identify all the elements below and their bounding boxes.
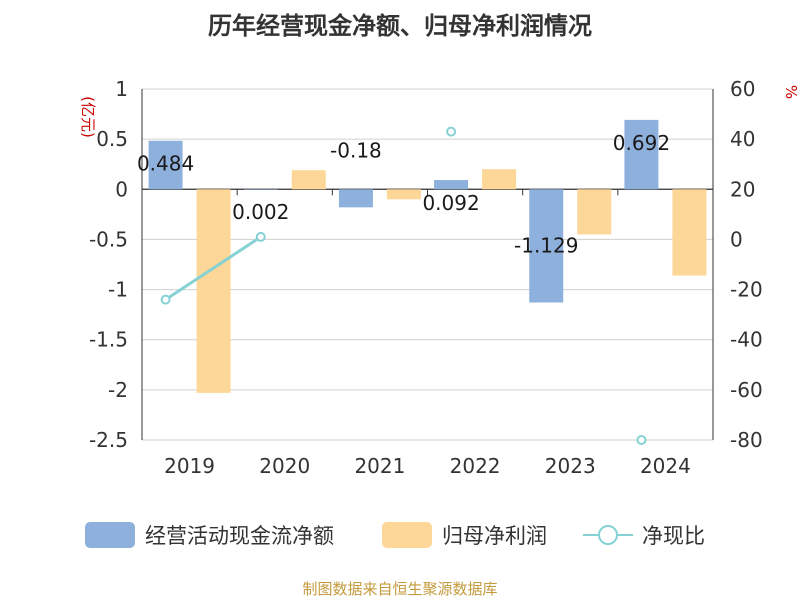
left-axis-unit-label: (亿元) <box>79 96 97 138</box>
data-label-operating-cash-flow: 0.692 <box>613 131 670 155</box>
data-label-operating-cash-flow: 0.002 <box>232 200 289 224</box>
right-axis-tick-label: 0 <box>730 227 743 251</box>
bar-net-profit <box>577 189 612 235</box>
left-axis-tick-label: -1 <box>108 278 128 302</box>
point-cash-ratio <box>636 435 647 445</box>
data-label-operating-cash-flow: -0.18 <box>330 138 382 162</box>
right-axis-tick-label: -80 <box>730 428 763 452</box>
chart-title: 历年经营现金净额、归母净利润情况 <box>208 12 592 40</box>
right-axis-tick-label: 40 <box>730 127 755 151</box>
right-axis-unit-label: % <box>782 85 800 99</box>
legend-swatch-net-profit <box>382 522 432 548</box>
x-axis-tick-label: 2021 <box>354 454 405 478</box>
left-axis-tick-label: 0 <box>115 177 128 201</box>
right-axis-tick-label: -20 <box>730 278 763 302</box>
bar-operating-cash-flow <box>624 119 659 190</box>
bar-net-profit <box>291 170 326 190</box>
x-axis-tick-label: 2019 <box>164 454 215 478</box>
legend-label-cash-ratio: 净现比 <box>642 524 705 548</box>
bar-operating-cash-flow <box>243 189 278 190</box>
bar-net-profit <box>482 169 517 190</box>
right-axis-tick-label: -60 <box>730 378 763 402</box>
legend-swatch-operating-cash-flow <box>85 522 135 548</box>
left-axis-tick-label: -1.5 <box>89 328 128 352</box>
left-axis-tick-label: -2 <box>108 378 128 402</box>
data-label-operating-cash-flow: -1.129 <box>514 233 578 257</box>
x-axis-tick-label: 2023 <box>545 454 596 478</box>
data-label-operating-cash-flow: 0.484 <box>137 152 194 176</box>
bar-net-profit <box>386 189 421 200</box>
x-axis-tick-label: 2020 <box>259 454 310 478</box>
bar-operating-cash-flow <box>148 140 183 190</box>
data-label-operating-cash-flow: 0.092 <box>422 191 479 215</box>
legend-label-operating-cash-flow: 经营活动现金流净额 <box>145 524 334 548</box>
left-axis-tick-label: 1 <box>115 77 128 101</box>
left-axis-tick-label: 0.5 <box>96 127 128 151</box>
left-axis-tick-label: -0.5 <box>89 227 128 251</box>
bar-operating-cash-flow <box>338 189 373 208</box>
legend-marker-cash-ratio <box>598 525 618 545</box>
bar-operating-cash-flow <box>529 189 564 303</box>
data-source-note: 制图数据来自恒生聚源数据库 <box>302 580 498 598</box>
bar-operating-cash-flow <box>434 180 469 190</box>
right-axis-tick-label: -40 <box>730 328 763 352</box>
point-cash-ratio <box>160 294 171 305</box>
x-axis-tick-label: 2024 <box>640 454 691 478</box>
right-axis-tick-label: 60 <box>730 77 755 101</box>
right-axis-tick-label: 20 <box>730 177 755 201</box>
point-cash-ratio <box>255 231 266 242</box>
legend-label-net-profit: 归母净利润 <box>442 524 547 548</box>
x-axis-tick-label: 2022 <box>450 454 501 478</box>
line-segment-cash-ratio <box>164 235 262 301</box>
point-cash-ratio <box>446 126 457 137</box>
left-axis-tick-label: -2.5 <box>89 428 128 452</box>
bar-net-profit <box>196 189 231 393</box>
bar-net-profit <box>672 189 707 276</box>
